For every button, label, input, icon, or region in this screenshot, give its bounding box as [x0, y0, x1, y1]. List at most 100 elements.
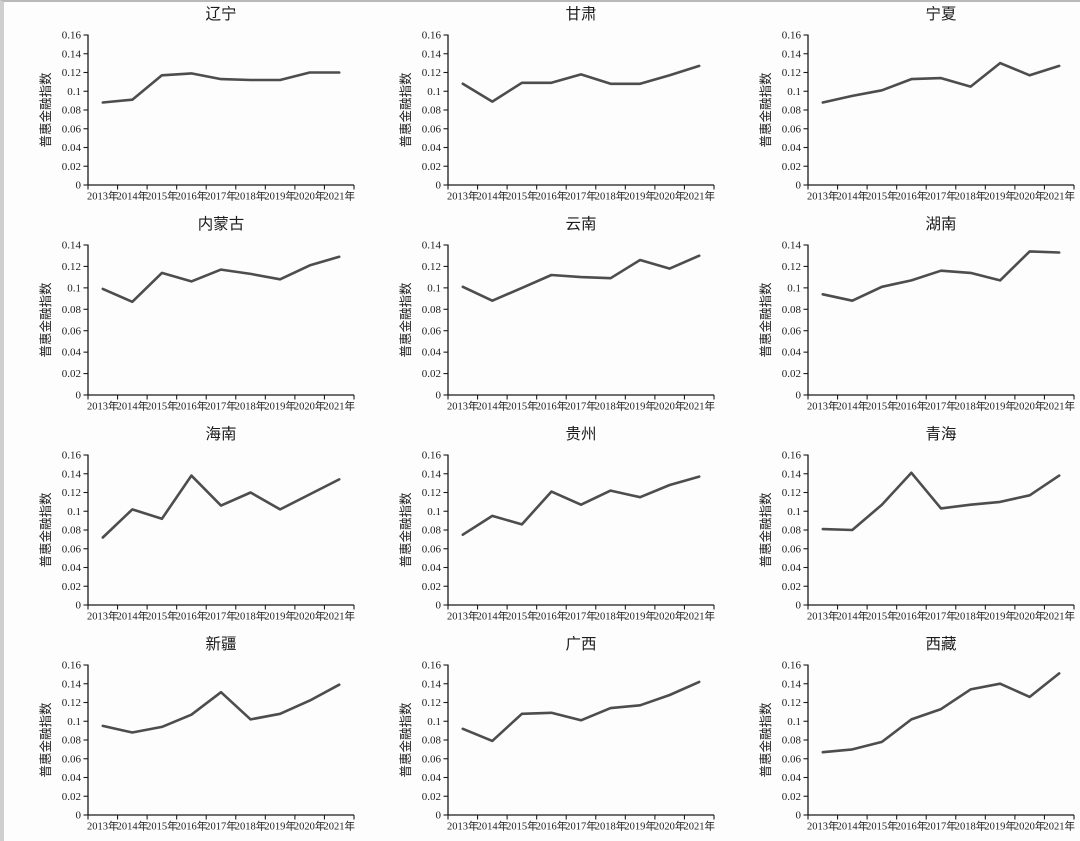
x-tick-label: 2014年 [837, 400, 869, 413]
y-tick-label: 0.08 [62, 105, 82, 117]
x-tick-label: 2019年 [264, 610, 296, 623]
y-tick-label: 0.02 [782, 581, 801, 593]
y-tick-label: 0.06 [422, 543, 442, 555]
x-tick-label: 2019年 [624, 820, 656, 833]
x-tick-label: 2020年 [654, 820, 686, 833]
y-axis-title: 普惠金融指数 [398, 492, 413, 568]
x-tick-label: 2017年 [565, 610, 597, 623]
x-tick-label: 2021年 [1043, 400, 1075, 413]
y-axis-title: 普惠金融指数 [758, 282, 773, 358]
y-tick-label: 0.14 [422, 48, 442, 60]
x-tick-label: 2014年 [837, 610, 869, 623]
x-tick-label: 2018年 [235, 190, 267, 203]
x-tick-label: 2015年 [146, 400, 178, 413]
x-tick-label: 2021年 [323, 400, 355, 413]
x-tick-label: 2018年 [955, 610, 987, 623]
y-tick-label: 0.1 [787, 506, 801, 518]
x-tick-label: 2021年 [323, 610, 355, 623]
chart-panel-11: 广西 普惠金融指数 0 0.02 0.04 0.06 0.08 0.1 0.12 0.14 0.16… [364, 632, 724, 841]
x-tick-label: 2016年 [536, 190, 568, 203]
x-tick-label: 2014年 [477, 400, 509, 413]
y-axis-title: 普惠金融指数 [758, 702, 773, 778]
y-tick-label: 0 [796, 600, 802, 612]
y-tick-label: 0.08 [782, 304, 802, 316]
x-tick-label: 2015年 [866, 400, 898, 413]
x-tick-label: 2021年 [683, 190, 715, 203]
y-tick-label: 0.12 [422, 261, 441, 273]
y-tick-label: 0.12 [782, 67, 801, 79]
y-tick-label: 0 [436, 810, 442, 822]
x-tick-label: 2020年 [654, 190, 686, 203]
x-tick-label: 2018年 [235, 400, 267, 413]
y-tick-label: 0.04 [62, 347, 82, 359]
x-tick-label: 2015年 [506, 400, 538, 413]
x-tick-label: 2014年 [837, 820, 869, 833]
y-tick-label: 0.04 [782, 562, 802, 574]
y-tick-label: 0.14 [422, 240, 442, 252]
y-tick-label: 0.06 [62, 123, 82, 135]
x-tick-label: 2019年 [624, 190, 656, 203]
x-tick-label: 2014年 [477, 610, 509, 623]
y-tick-label: 0.12 [62, 697, 81, 709]
x-tick-label: 2021年 [1043, 610, 1075, 623]
x-tick-label: 2013年 [807, 190, 839, 203]
y-tick-label: 0.12 [422, 697, 441, 709]
x-tick-label: 2013年 [447, 400, 479, 413]
y-tick-label: 0.08 [422, 735, 442, 747]
x-tick-label: 2016年 [896, 820, 928, 833]
y-axis-title: 普惠金融指数 [398, 72, 413, 148]
chart-panel-8: 贵州 普惠金融指数 0 0.02 0.04 0.06 0.08 0.1 0.12 0.14 0.16… [364, 422, 724, 632]
y-tick-label: 0.06 [422, 325, 442, 337]
x-tick-label: 2017年 [205, 820, 237, 833]
y-tick-label: 0.12 [782, 487, 801, 499]
y-tick-label: 0 [436, 600, 442, 612]
y-tick-label: 0.1 [67, 86, 81, 98]
y-tick-label: 0.04 [422, 562, 442, 574]
chart-title: 甘肃 [565, 5, 596, 23]
chart-panel-9: 青海 普惠金融指数 0 0.02 0.04 0.06 0.08 0.1 0.12 0.14 0.16… [724, 422, 1080, 632]
x-tick-label: 2015年 [146, 820, 178, 833]
y-tick-label: 0.04 [62, 772, 82, 784]
y-tick-label: 0.12 [62, 67, 81, 79]
x-tick-label: 2013年 [807, 610, 839, 623]
y-tick-label: 0.16 [62, 30, 82, 42]
y-tick-label: 0 [76, 600, 82, 612]
y-tick-label: 0 [76, 180, 82, 192]
x-tick-label: 2014年 [117, 610, 149, 623]
x-tick-label: 2021年 [683, 820, 715, 833]
x-tick-label: 2020年 [1014, 820, 1046, 833]
x-tick-label: 2014年 [117, 820, 149, 833]
chart-title: 湖南 [925, 215, 956, 233]
y-tick-label: 0 [796, 810, 802, 822]
y-tick-label: 0.02 [62, 368, 81, 380]
x-tick-label: 2016年 [536, 400, 568, 413]
x-tick-label: 2017年 [205, 610, 237, 623]
x-tick-label: 2020年 [654, 610, 686, 623]
x-tick-label: 2014年 [477, 820, 509, 833]
x-tick-label: 2020年 [294, 610, 326, 623]
y-tick-label: 0.14 [782, 240, 802, 252]
y-tick-label: 0.12 [782, 261, 801, 273]
x-tick-label: 2019年 [624, 610, 656, 623]
chart-panel-10: 新疆 普惠金融指数 0 0.02 0.04 0.06 0.08 0.1 0.12 0.14 0.16… [4, 632, 364, 841]
x-tick-label: 2015年 [866, 190, 898, 203]
y-axis-title: 普惠金融指数 [38, 702, 53, 778]
chart-panel-6: 湖南 普惠金融指数 0 0.02 0.04 0.06 0.08 0.1 0.12 0.14 2013… [724, 212, 1080, 422]
y-tick-label: 0.1 [67, 716, 81, 728]
y-tick-label: 0.08 [422, 525, 442, 537]
chart-title: 云南 [565, 215, 596, 233]
y-axis-title: 普惠金融指数 [758, 72, 773, 148]
x-tick-label: 2014年 [477, 190, 509, 203]
y-tick-label: 0.08 [62, 525, 82, 537]
y-tick-label: 0.14 [62, 468, 82, 480]
y-tick-label: 0.16 [62, 660, 82, 672]
y-tick-label: 0.08 [782, 525, 802, 537]
chart-panel-5: 云南 普惠金融指数 0 0.02 0.04 0.06 0.08 0.1 0.12 0.14 2013… [364, 212, 724, 422]
y-tick-label: 0.1 [427, 716, 441, 728]
y-tick-label: 0.12 [62, 261, 81, 273]
y-tick-label: 0.06 [62, 543, 82, 555]
